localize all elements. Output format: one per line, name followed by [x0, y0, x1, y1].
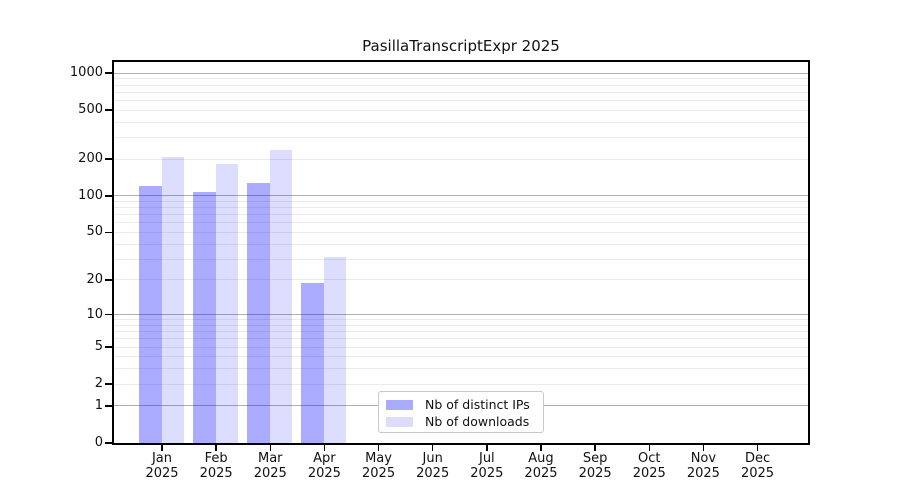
x-tick-mark-nov	[702, 445, 705, 451]
gridlines-layer	[114, 62, 808, 443]
gridline-30	[114, 258, 808, 260]
x-tick-mark-dec	[756, 445, 759, 451]
gridline-20	[114, 279, 808, 281]
x-tick-mark-jun	[431, 445, 434, 451]
x-tick-mark-mar	[269, 445, 272, 451]
gridline-5	[114, 346, 808, 348]
bars-layer	[114, 62, 808, 443]
y-tick-label-0: 0	[94, 435, 103, 450]
y-tick-label-2: 2	[94, 376, 103, 392]
y-tick-mark-10	[105, 313, 112, 316]
x-tick-label-nov: Nov 2025	[686, 451, 720, 481]
gridline-100	[114, 195, 808, 197]
y-tick-mark-500	[105, 109, 112, 111]
bar-downloads-jan	[162, 157, 184, 443]
y-tick-mark-1	[105, 405, 112, 407]
gridline-40	[114, 243, 808, 245]
gridline-9	[114, 319, 808, 321]
x-tick-label-jan: Jan 2025	[145, 451, 179, 481]
x-tick-label-sep: Sep 2025	[578, 451, 612, 481]
x-tick-label-dec: Dec 2025	[740, 451, 775, 481]
gridline-300	[114, 136, 808, 138]
x-tick-mark-jul	[486, 445, 488, 451]
bar-downloads-feb	[216, 163, 239, 443]
bar-downloads-mar	[270, 150, 293, 443]
y-tick-label-1: 1	[94, 397, 103, 413]
y-tick-label-50: 50	[86, 224, 103, 240]
gridline-600	[114, 99, 808, 101]
x-tick-label-feb: Feb 2025	[199, 451, 233, 481]
y-tick-label-200: 200	[78, 151, 103, 167]
gridline-6	[114, 338, 808, 340]
legend-swatch-downloads	[386, 416, 413, 427]
y-tick-mark-50	[105, 231, 112, 234]
x-tick-label-jun: Jun 2025	[416, 451, 450, 481]
gridline-200	[114, 158, 808, 160]
x-tick-label-may: May 2025	[362, 451, 396, 481]
y-tick-mark-20	[105, 279, 112, 281]
y-tick-mark-100	[105, 195, 112, 197]
x-tick-label-apr: Apr 2025	[307, 451, 341, 481]
y-tick-mark-5	[105, 346, 112, 348]
y-tick-label-10: 10	[86, 306, 103, 322]
gridline-10	[114, 314, 808, 316]
y-tick-mark-1000	[105, 72, 112, 74]
x-tick-mark-sep	[594, 445, 596, 451]
bar-downloads-apr	[324, 257, 347, 443]
legend-label-downloads: Nb of downloads	[425, 414, 530, 429]
y-tick-label-500: 500	[78, 102, 103, 118]
legend: Nb of distinct IPs Nb of downloads	[378, 391, 544, 433]
x-tick-mark-jan	[161, 445, 163, 451]
gridline-3	[114, 368, 808, 370]
y-tick-mark-200	[105, 158, 112, 160]
gridline-90	[114, 200, 808, 202]
y-tick-label-1000: 1000	[69, 65, 103, 81]
x-tick-label-mar: Mar 2025	[253, 451, 287, 481]
y-tick-label-5: 5	[94, 339, 103, 355]
x-tick-label-jul: Jul 2025	[470, 451, 504, 481]
gridline-60	[114, 222, 808, 224]
gridline-50	[114, 231, 808, 233]
x-tick-mark-feb	[215, 445, 217, 451]
gridline-900	[114, 78, 808, 80]
bar-distinct-ips-jan	[139, 186, 162, 443]
gridline-70	[114, 214, 808, 216]
legend-item-downloads: Nb of downloads	[386, 413, 543, 430]
bar-distinct-ips-apr	[301, 282, 325, 443]
plot-area	[112, 60, 810, 445]
gridline-400	[114, 121, 808, 123]
gridline-2	[114, 383, 808, 385]
legend-swatch-distinct-ips	[386, 399, 413, 410]
legend-item-distinct-ips: Nb of distinct IPs	[386, 396, 543, 413]
y-tick-label-20: 20	[86, 271, 103, 287]
chart-title: PasillaTranscriptExpr 2025	[362, 37, 560, 55]
x-tick-mark-aug	[540, 445, 542, 451]
y-tick-mark-2	[105, 383, 112, 385]
x-tick-mark-apr	[323, 445, 326, 451]
gridline-800	[114, 84, 808, 86]
y-tick-mark-0	[105, 442, 112, 444]
gridline-500	[114, 109, 808, 111]
gridline-700	[114, 91, 808, 93]
legend-label-distinct-ips: Nb of distinct IPs	[425, 397, 530, 412]
x-tick-mark-oct	[648, 445, 650, 451]
gridline-7	[114, 331, 808, 333]
bar-distinct-ips-feb	[193, 191, 217, 443]
x-tick-label-aug: Aug 2025	[524, 451, 558, 481]
bar-distinct-ips-mar	[247, 182, 271, 443]
x-tick-label-oct: Oct 2025	[632, 451, 666, 481]
gridline-4	[114, 356, 808, 358]
gridline-8	[114, 324, 808, 326]
gridline-1000	[114, 72, 808, 74]
x-tick-mark-may	[377, 445, 380, 451]
gridline-80	[114, 207, 808, 209]
y-tick-label-100: 100	[78, 187, 103, 203]
